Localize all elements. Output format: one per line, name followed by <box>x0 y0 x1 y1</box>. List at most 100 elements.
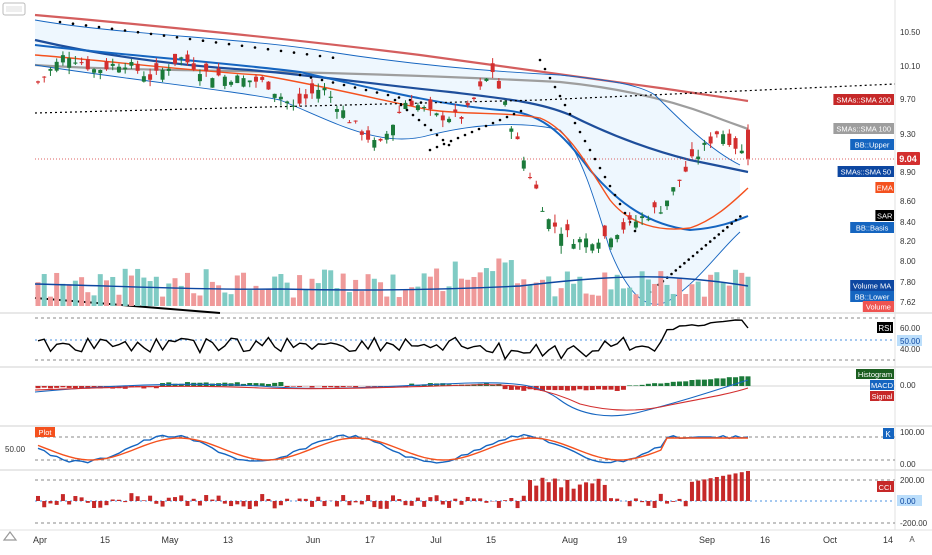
cci-bar <box>42 501 46 507</box>
candle-body <box>491 63 495 72</box>
cci-bar <box>217 496 221 501</box>
cci-bar <box>671 501 675 502</box>
auto-scale-button[interactable]: A <box>909 535 915 544</box>
cci-bar <box>73 496 77 501</box>
macd-tick-0: 0.00 <box>900 381 916 390</box>
candle-body <box>634 222 638 228</box>
sar-dot <box>726 226 729 229</box>
cci-bar <box>36 496 40 501</box>
cci-bar <box>123 501 127 502</box>
macd-hist-bar <box>633 385 638 386</box>
candle-body <box>142 76 146 81</box>
candle-body <box>690 149 694 156</box>
volume-bar <box>521 279 526 306</box>
candle-body <box>335 109 339 112</box>
sar-dot <box>554 86 557 89</box>
sar-dot <box>506 116 509 119</box>
candle-body <box>547 219 551 229</box>
cci-bar <box>696 481 700 501</box>
sar-dot <box>564 104 567 107</box>
volume-bar <box>316 283 321 306</box>
sar-dot <box>696 251 699 254</box>
sar-dot <box>299 74 302 77</box>
sar-dot <box>189 38 192 41</box>
sar-dot <box>584 140 587 143</box>
sar-dot <box>111 28 114 31</box>
macd-hist-bar <box>36 386 41 388</box>
sar-dot <box>679 266 682 269</box>
price-tick-label: 8.60 <box>900 197 916 206</box>
macd-hist-bar <box>640 385 645 386</box>
candle-body <box>684 167 688 172</box>
cci-bar <box>223 501 227 504</box>
candle-body <box>304 94 308 98</box>
macd-hist-bar <box>565 386 570 391</box>
cci-bar <box>167 498 171 501</box>
candle-body <box>441 115 445 120</box>
cci-bar <box>304 499 308 501</box>
candle-body <box>185 55 189 63</box>
cci-bar <box>721 476 725 501</box>
cci-bar <box>428 497 432 501</box>
rsi-tick-40: 40.00 <box>900 345 921 354</box>
cci-bar <box>129 493 133 501</box>
sar-dot <box>241 45 244 48</box>
candle-body <box>422 107 426 108</box>
volume-bar <box>546 276 551 306</box>
cci-bar <box>690 482 694 501</box>
sar-dot <box>735 219 738 222</box>
candle-body <box>709 136 713 143</box>
sar-dot <box>700 248 703 251</box>
volume-bar <box>160 297 165 306</box>
candle-body <box>136 64 140 71</box>
sar-dot <box>722 230 725 233</box>
volume-bar <box>739 273 744 306</box>
cci-bar <box>391 495 395 501</box>
volume-bar <box>689 284 694 306</box>
candle-body <box>167 69 171 71</box>
volume-bar <box>303 289 308 306</box>
auto-scale-icon[interactable]: A <box>909 535 915 544</box>
volume-bar <box>428 277 433 306</box>
sar-dot <box>520 110 523 113</box>
sar-dot <box>387 94 390 97</box>
sar-dot <box>365 89 368 92</box>
candle-body <box>621 222 625 230</box>
candle-body <box>584 238 588 247</box>
cci-bar <box>48 501 52 503</box>
volume-bar <box>534 283 539 306</box>
candle-body <box>553 223 557 227</box>
sar-dot <box>687 258 690 261</box>
candle-body <box>391 125 395 135</box>
sar-dot <box>478 128 481 131</box>
time-tick-label: 13 <box>223 535 233 545</box>
volume-bar <box>503 262 508 306</box>
sar-dot <box>450 140 453 143</box>
sar-dot <box>436 134 439 137</box>
cci-bar <box>354 501 358 502</box>
volume-bar <box>98 274 103 306</box>
candle-body <box>48 69 52 71</box>
cci-bar <box>684 501 688 506</box>
macd-hist-bar <box>602 386 607 390</box>
candle-body <box>179 57 183 58</box>
time-tick-label: Oct <box>823 535 838 545</box>
macd-hist-bar <box>48 386 53 388</box>
cci-bar <box>192 499 196 501</box>
cci-bar <box>55 501 59 505</box>
sar-dot <box>464 134 467 137</box>
candle-body <box>360 131 364 135</box>
candle-body <box>204 64 208 72</box>
sar-dot <box>85 24 88 27</box>
sar-dot <box>418 119 421 122</box>
candle-body <box>322 88 326 90</box>
cci-bar <box>204 495 208 501</box>
sar-dot <box>429 149 432 152</box>
volume-bar <box>552 296 557 306</box>
candle-body <box>73 62 77 63</box>
cci-bar <box>640 501 644 502</box>
macd-hist-bar <box>646 384 651 386</box>
volume-bar <box>48 297 53 306</box>
volume-bar <box>608 289 613 306</box>
series-tag: SMAs::SMA 200 <box>836 96 891 105</box>
